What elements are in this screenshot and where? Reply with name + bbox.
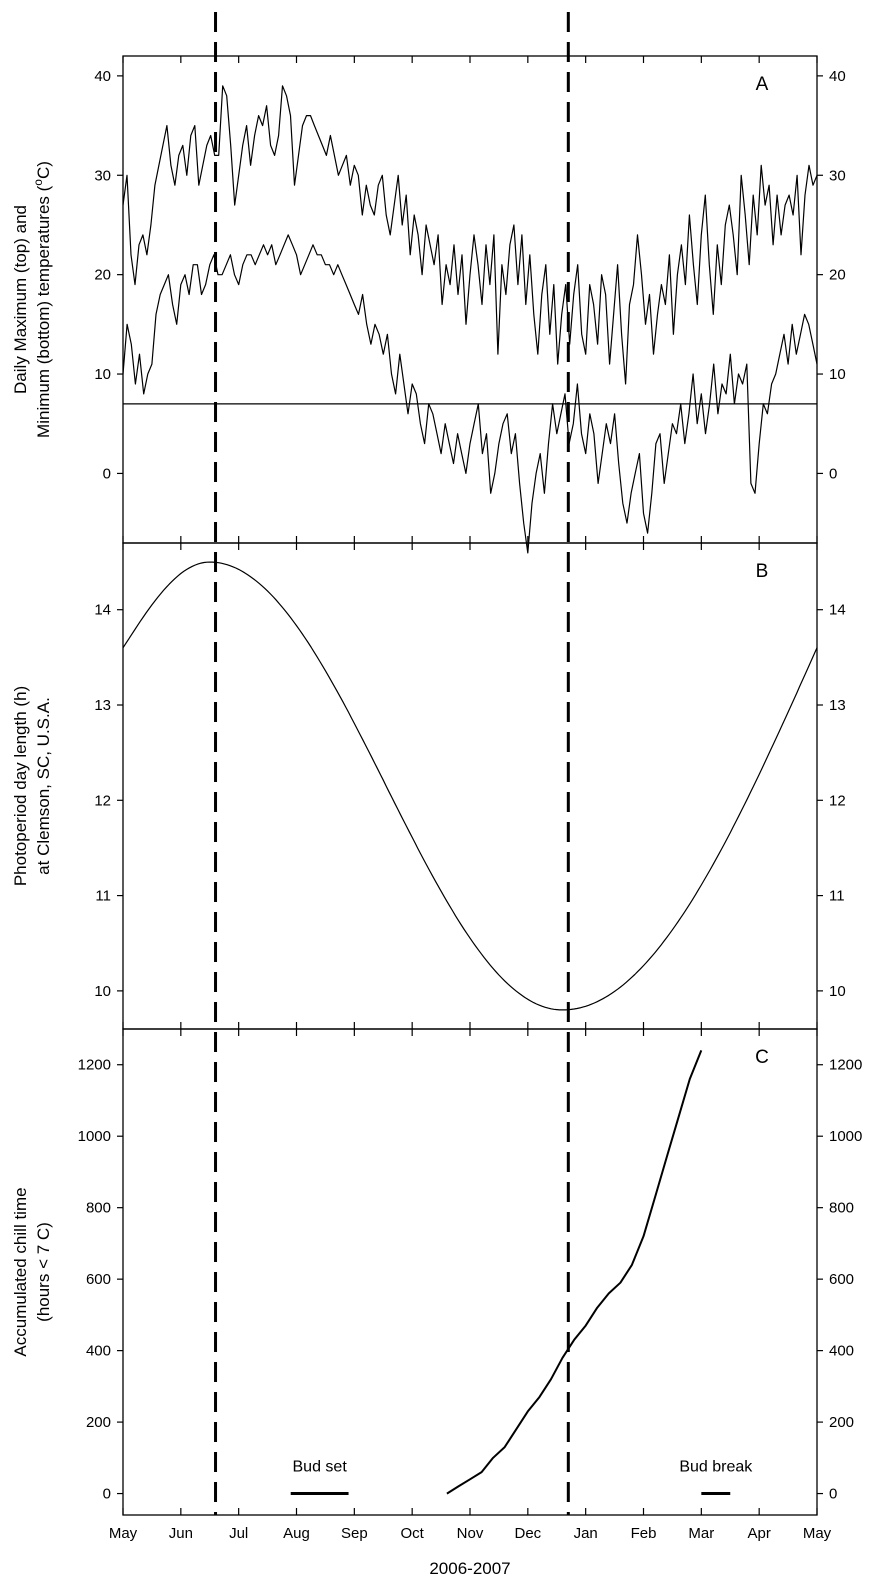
panel-c-chill-time: 0 0 200 200 400 400 600 600 800 800 1000 1000 1200 12… bbox=[11, 1028, 862, 1516]
panel-letter: A bbox=[756, 74, 769, 95]
y-axis-title-line: at Clemson, SC, U.S.A. bbox=[34, 697, 53, 875]
y-axis-title: Photoperiod day length (h) at Clemson, SC… bbox=[11, 686, 53, 886]
x-tick-label: Mar bbox=[688, 1525, 714, 1542]
y-tick-label-right: 30 bbox=[829, 167, 846, 184]
annotation-label: Bud break bbox=[679, 1459, 753, 1476]
panel-a-temperature: 0 0 10 10 20 20 30 30 40 40 A Daily Maximum (top) a… bbox=[11, 55, 846, 554]
x-tick-label: Jan bbox=[574, 1525, 598, 1542]
series-line-1 bbox=[446, 1050, 703, 1495]
y-axis-title-line: Minimum (bottom) temperatures ( bbox=[34, 185, 53, 438]
y-tick-label-right: 13 bbox=[829, 697, 846, 714]
plot-frame bbox=[122, 1028, 818, 1516]
reference-dashed-lines bbox=[214, 12, 570, 1515]
y-tick-label-left: 20 bbox=[94, 267, 111, 284]
y-tick-label-right: 800 bbox=[829, 1200, 854, 1217]
y-tick-label-left: 13 bbox=[94, 697, 111, 714]
x-tick-label: May bbox=[109, 1525, 138, 1542]
y-tick-label-left: 0 bbox=[103, 1486, 111, 1503]
plot-frame bbox=[122, 542, 818, 1030]
y-tick-label-left: 30 bbox=[94, 167, 111, 184]
y-tick-label-left: 12 bbox=[94, 792, 111, 809]
y-tick-label-right: 10 bbox=[829, 983, 846, 1000]
y-tick-label-right: 11 bbox=[829, 888, 845, 905]
y-axis-title-line: Daily Maximum (top) and bbox=[11, 205, 30, 394]
x-tick-label: Dec bbox=[514, 1525, 541, 1542]
y-tick-label-right: 14 bbox=[829, 602, 846, 619]
y-tick-label-left: 200 bbox=[86, 1414, 111, 1431]
y-tick-label-right: 200 bbox=[829, 1414, 854, 1431]
y-tick-label-left: 1200 bbox=[78, 1057, 111, 1074]
y-tick-label-right: 600 bbox=[829, 1271, 854, 1288]
y-tick-label-right: 1200 bbox=[829, 1057, 862, 1074]
panel-letter: B bbox=[756, 561, 769, 582]
y-tick-label-right: 1000 bbox=[829, 1128, 862, 1145]
x-tick-label: Aug bbox=[283, 1525, 310, 1542]
y-tick-label-right: 10 bbox=[829, 366, 846, 383]
x-tick-label: Nov bbox=[457, 1525, 484, 1542]
x-tick-label: Apr bbox=[747, 1525, 770, 1542]
y-axis-title: Accumulated chill time (hours < 7 C) bbox=[11, 1187, 53, 1356]
y-axis-title-line: (hours < 7 C) bbox=[34, 1222, 53, 1322]
x-tick-label: Feb bbox=[631, 1525, 657, 1542]
y-tick-label-right: 20 bbox=[829, 267, 846, 284]
x-tick-label: Jul bbox=[229, 1525, 248, 1542]
annotation-label: Bud set bbox=[293, 1459, 348, 1476]
y-axis-title: Daily Maximum (top) and Minimum (bottom) … bbox=[11, 161, 53, 438]
y-tick-label-right: 12 bbox=[829, 792, 846, 809]
x-tick-label: Jun bbox=[169, 1525, 193, 1542]
degree-superscript: o bbox=[31, 179, 45, 186]
y-tick-label-left: 800 bbox=[86, 1200, 111, 1217]
x-tick-label: Sep bbox=[341, 1525, 368, 1542]
y-tick-label-right: 0 bbox=[829, 1486, 837, 1503]
panel-b-photoperiod: 10 10 11 11 12 12 13 13 14 14 B Photoperiod day len… bbox=[11, 542, 846, 1030]
x-tick-label: May bbox=[803, 1525, 832, 1542]
y-axis-title-line: Accumulated chill time bbox=[11, 1187, 30, 1356]
y-tick-label-left: 14 bbox=[94, 602, 111, 619]
y-axis-title-line: Photoperiod day length (h) bbox=[11, 686, 30, 886]
y-tick-label-left: 10 bbox=[94, 366, 111, 383]
x-tick-label: Oct bbox=[400, 1525, 424, 1542]
y-tick-label-left: 0 bbox=[103, 465, 111, 482]
y-tick-label-right: 40 bbox=[829, 68, 846, 85]
y-tick-label-left: 1000 bbox=[78, 1128, 111, 1145]
y-tick-label-right: 0 bbox=[829, 465, 837, 482]
y-tick-label-right: 400 bbox=[829, 1343, 854, 1360]
plot-frame bbox=[122, 55, 818, 544]
y-tick-label-left: 11 bbox=[95, 888, 111, 905]
x-axis-title: 2006-2007 bbox=[429, 1559, 510, 1578]
y-tick-label-left: 10 bbox=[94, 983, 111, 1000]
series-line-1 bbox=[122, 85, 818, 385]
y-tick-label-left: 400 bbox=[86, 1343, 111, 1360]
y-tick-label-left: 600 bbox=[86, 1271, 111, 1288]
shared-axis: May Jun Jul Aug Sep Oct Nov Dec Jan Feb Mar Apr May 2… bbox=[109, 1525, 832, 1578]
y-axis-title-unit: C) bbox=[34, 161, 53, 179]
y-tick-label-left: 40 bbox=[94, 68, 111, 85]
panel-letter: C bbox=[755, 1047, 769, 1068]
series-line-2 bbox=[122, 234, 818, 554]
series-line-1 bbox=[122, 561, 818, 1011]
